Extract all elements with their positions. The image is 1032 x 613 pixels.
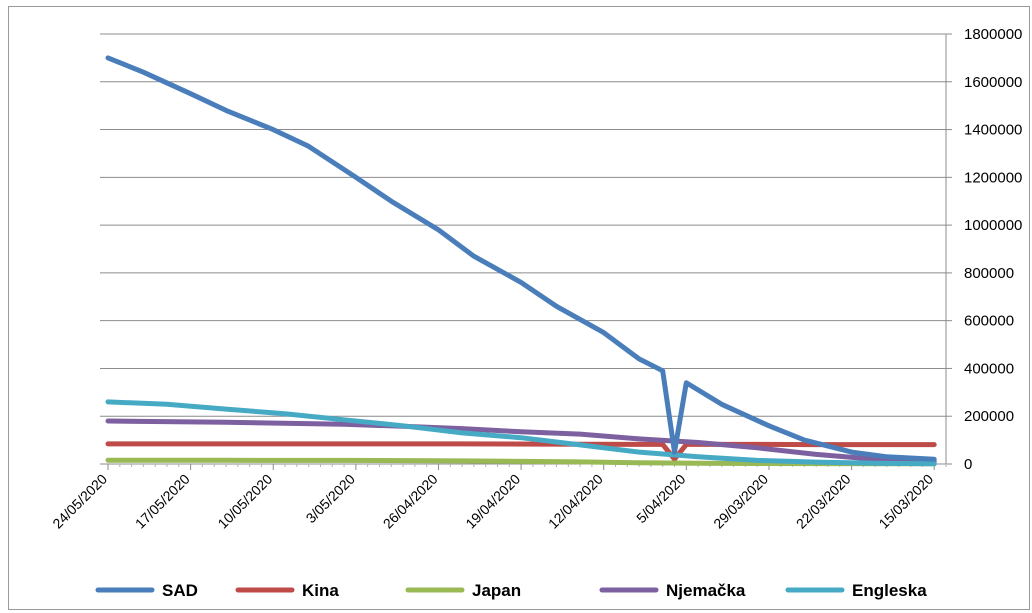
y-tick-label: 0 xyxy=(964,456,972,473)
y-tick-label: 800000 xyxy=(964,265,1014,282)
x-tick-label: 15/03/2020 xyxy=(875,471,936,532)
y-tick-label: 1600000 xyxy=(964,74,1022,91)
y-tick-label: 400000 xyxy=(964,360,1014,377)
x-tick-label: 12/04/2020 xyxy=(545,471,606,532)
x-tick-label: 10/05/2020 xyxy=(214,471,275,532)
x-tick-label: 22/03/2020 xyxy=(793,471,854,532)
legend-label: Njemačka xyxy=(666,581,746,600)
legend-label: Kina xyxy=(302,581,339,600)
legend-label: Japan xyxy=(472,581,521,600)
series-line-kina xyxy=(105,441,937,462)
x-tick-label: 17/05/2020 xyxy=(132,471,193,532)
legend-label: SAD xyxy=(162,581,198,600)
series-line-engleska xyxy=(105,399,937,467)
x-tick-label: 26/04/2020 xyxy=(380,471,441,532)
legend: SAD Kina Japan Njemačka Engleska xyxy=(95,581,927,600)
y-tick-label: 1200000 xyxy=(964,169,1022,186)
x-axis: 24/05/2020 17/05/2020 10/05/2020 3/05/2020 2… xyxy=(49,463,947,532)
x-tick-label: 3/05/2020 xyxy=(303,471,359,527)
y-tick-label: 1000000 xyxy=(964,217,1022,234)
y-tick-label: 600000 xyxy=(964,313,1014,330)
y-tick-label: 200000 xyxy=(964,408,1014,425)
y-axis: 0 200000 400000 600000 800000 1000000 1200000 1… xyxy=(945,26,1022,473)
chart-frame xyxy=(8,6,1030,610)
legend-label: Engleska xyxy=(852,581,927,600)
x-tick-label: 19/04/2020 xyxy=(462,471,523,532)
y-tick-label: 1800000 xyxy=(964,26,1022,43)
series-line-sad xyxy=(105,55,937,462)
x-tick-label: 29/03/2020 xyxy=(710,471,771,532)
gridlines xyxy=(100,33,946,465)
y-tick-label: 1400000 xyxy=(964,122,1022,139)
x-tick-label: 24/05/2020 xyxy=(49,471,110,532)
x-tick-label: 5/04/2020 xyxy=(633,471,689,527)
series-line-njema-ka xyxy=(105,418,937,465)
plot-lines xyxy=(105,55,937,467)
